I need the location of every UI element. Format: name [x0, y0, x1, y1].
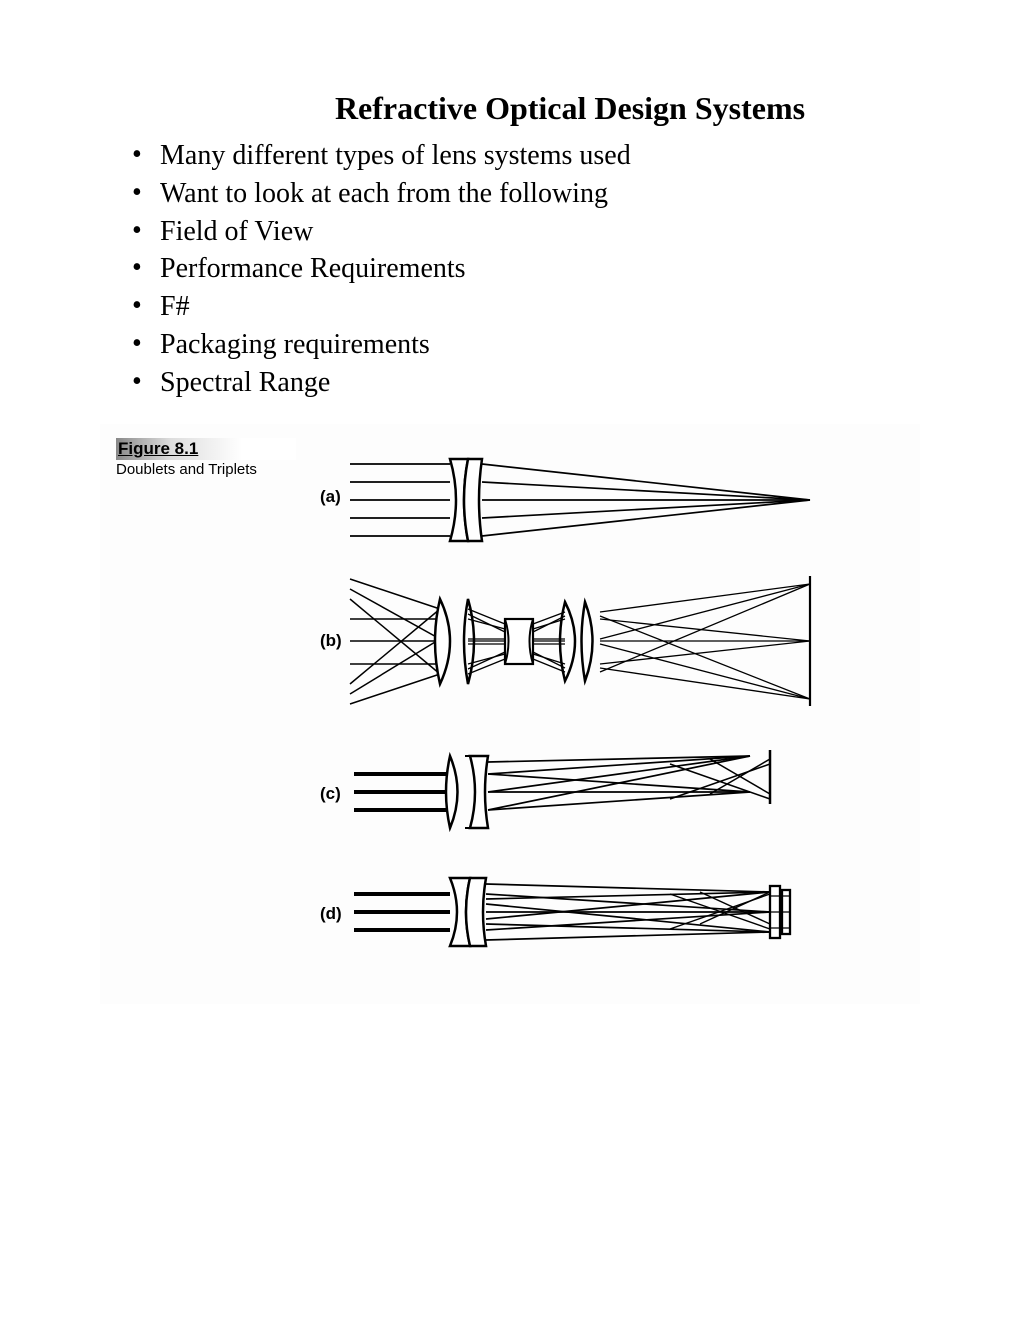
bullet-item: Field of View: [132, 213, 920, 251]
bullet-item: Performance Requirements: [132, 250, 920, 288]
row-label-a: (a): [320, 487, 341, 506]
row-label-c: (c): [320, 784, 341, 803]
bullet-item: Want to look at each from the following: [132, 175, 920, 213]
row-label-d: (d): [320, 904, 342, 923]
bullet-item: Spectral Range: [132, 364, 920, 402]
lens-diagram: (a) (b): [110, 434, 850, 994]
figure-caption: Doublets and Triplets: [116, 461, 296, 478]
row-label-b: (b): [320, 631, 342, 650]
bullet-item: Packaging requirements: [132, 326, 920, 364]
bullet-item: F#: [132, 288, 920, 326]
figure-label-box: Figure 8.1 Doublets and Triplets: [116, 438, 296, 478]
bullet-list: Many different types of lens systems use…: [100, 137, 920, 402]
figure-number: Figure 8.1: [116, 438, 296, 460]
bullet-item: Many different types of lens systems use…: [132, 137, 920, 175]
page-title: Refractive Optical Design Systems: [220, 90, 920, 127]
figure-container: Figure 8.1 Doublets and Triplets (a) (b): [100, 424, 920, 1004]
